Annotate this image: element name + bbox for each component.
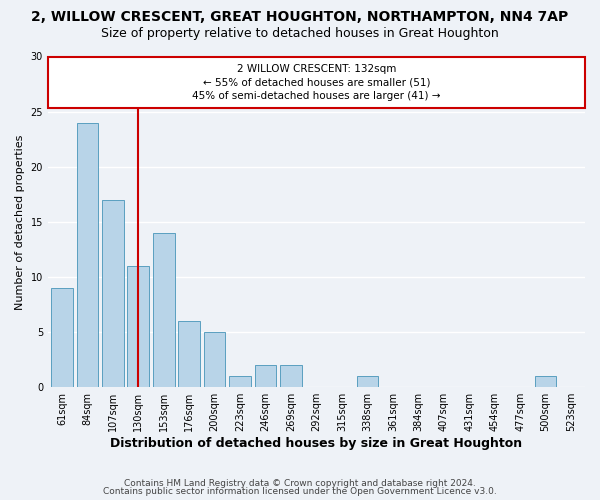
Bar xyxy=(535,376,556,387)
Bar xyxy=(102,200,124,387)
Text: 2, WILLOW CRESCENT, GREAT HOUGHTON, NORTHAMPTON, NN4 7AP: 2, WILLOW CRESCENT, GREAT HOUGHTON, NORT… xyxy=(31,10,569,24)
Y-axis label: Number of detached properties: Number of detached properties xyxy=(15,134,25,310)
Text: Contains HM Land Registry data © Crown copyright and database right 2024.: Contains HM Land Registry data © Crown c… xyxy=(124,478,476,488)
Text: Contains public sector information licensed under the Open Government Licence v3: Contains public sector information licen… xyxy=(103,487,497,496)
Bar xyxy=(255,365,277,387)
Bar xyxy=(280,365,302,387)
Text: Size of property relative to detached houses in Great Houghton: Size of property relative to detached ho… xyxy=(101,28,499,40)
Bar xyxy=(77,122,98,387)
FancyBboxPatch shape xyxy=(48,56,585,108)
Bar xyxy=(229,376,251,387)
Bar xyxy=(127,266,149,387)
Text: 2 WILLOW CRESCENT: 132sqm
← 55% of detached houses are smaller (51)
45% of semi-: 2 WILLOW CRESCENT: 132sqm ← 55% of detac… xyxy=(192,64,441,100)
Bar xyxy=(178,321,200,387)
Bar xyxy=(153,233,175,387)
Bar xyxy=(356,376,378,387)
X-axis label: Distribution of detached houses by size in Great Houghton: Distribution of detached houses by size … xyxy=(110,437,523,450)
Bar xyxy=(204,332,226,387)
Bar xyxy=(51,288,73,387)
